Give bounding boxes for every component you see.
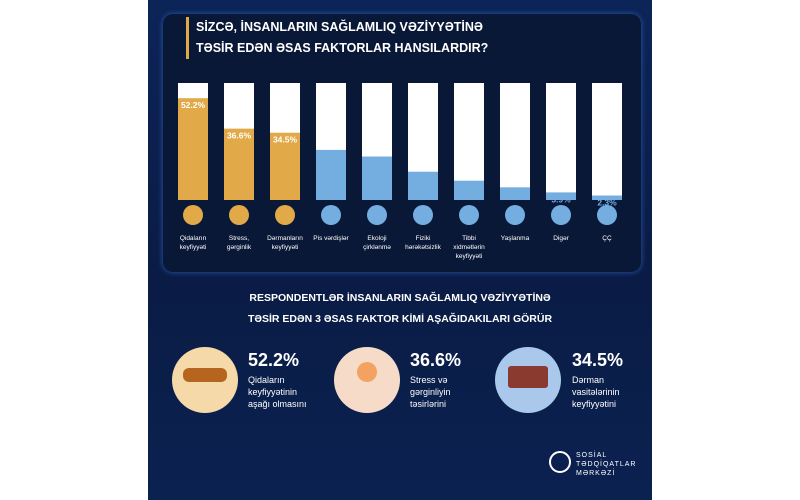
bar	[546, 192, 576, 200]
logo-mark	[549, 451, 571, 473]
category-icon	[275, 205, 295, 225]
value-label: 14.5%	[411, 174, 436, 184]
bar	[408, 171, 438, 200]
category-label: Yaşlanma	[500, 235, 530, 242]
person	[357, 362, 377, 382]
chart-title: SİZCƏ, İNSANLARIN SAĞLAMLIQ VƏZİYYƏTİNƏ …	[186, 17, 536, 59]
bar-track	[454, 83, 484, 200]
value-label: 34.5%	[273, 135, 298, 145]
bar-track	[500, 83, 530, 200]
value-label: 3.9%	[551, 194, 571, 204]
category-icon	[551, 205, 571, 225]
value-label: 36.6%	[227, 131, 252, 141]
value-label: 25.7%	[319, 152, 344, 162]
summary-text: Qidaların keyfiyyətinin aşağı olmasını	[248, 375, 307, 409]
summary-text: Dərman vasitələrinin keyfiyyətini	[572, 375, 620, 409]
bar	[454, 180, 484, 200]
bar	[500, 187, 530, 200]
burger	[183, 368, 227, 382]
value-label: 9.9%	[459, 183, 479, 193]
category-label: Dərmanların keyfiyyəti	[267, 235, 303, 251]
summary-value: 52.2%	[248, 350, 300, 370]
category-label: Tibbi xidmətlərin keyfiyyəti	[453, 235, 485, 260]
value-label: 22.3%	[365, 159, 390, 169]
bar-track	[546, 83, 576, 200]
summary-title: RESPONDENTLƏR İNSANLARIN SAĞLAMLIQ VƏZİY…	[247, 292, 553, 325]
category-icon	[183, 205, 203, 225]
bar	[270, 132, 300, 200]
bag	[508, 366, 548, 388]
category-icon	[597, 205, 617, 225]
category-icon	[505, 205, 525, 225]
category-label: Digər	[553, 235, 569, 242]
category-label: ÇÇ	[602, 235, 612, 242]
category-label: Fiziki hərəkətsizlik	[405, 235, 441, 251]
logo-text: SOSİAL TƏDQİQATLAR MƏRKƏZİ	[576, 452, 637, 477]
bar	[224, 128, 254, 200]
bar	[592, 195, 622, 200]
category-icon	[459, 205, 479, 225]
bar	[316, 149, 346, 200]
category-label: Pis vərdişlər	[313, 235, 349, 242]
summary-value: 36.6%	[410, 350, 462, 370]
category-icon	[321, 205, 341, 225]
category-icon	[229, 205, 249, 225]
category-label: Qidaların keyfiyyəti	[179, 235, 207, 251]
value-label: 6.5%	[505, 189, 525, 199]
value-label: 52.2%	[181, 100, 206, 110]
summary-text: Stress və gərginliyin təsirlərini	[410, 375, 451, 409]
bar	[362, 156, 392, 200]
summary-value: 34.5%	[572, 350, 624, 370]
category-label: Stress, gərginlik	[226, 235, 252, 251]
category-icon	[367, 205, 387, 225]
chart: 52.2% 36.6% 34.5% 25.7% 22.3% 14.5% 9.9% 6.5% 3.…	[172, 83, 622, 473]
category-label: Ekoloji çirklənmə	[363, 235, 391, 251]
bar-track	[592, 83, 622, 200]
category-icon	[413, 205, 433, 225]
value-label: 2.3%	[597, 198, 617, 208]
bar	[178, 98, 208, 200]
panel: 52.2% 36.6% 34.5% 25.7% 22.3% 14.5% 9.9% 6.5% 3.…	[148, 0, 652, 500]
